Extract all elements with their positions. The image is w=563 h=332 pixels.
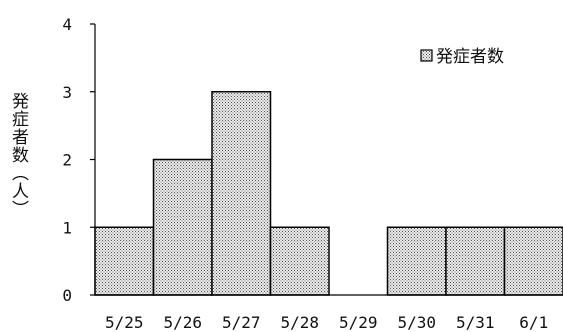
x-tick-label: 5/31	[456, 313, 495, 332]
bar-5-25	[94, 226, 155, 296]
x-tick-label: 5/27	[222, 313, 261, 332]
x-tick-label: 5/26	[163, 313, 202, 332]
x-tick-label: 5/28	[280, 313, 319, 332]
y-tick-label: 3	[62, 83, 72, 102]
y-tick-label: 4	[62, 15, 72, 34]
y-tick-label: 0	[62, 286, 72, 305]
y-ticks-group: 0 1 2 3 4	[62, 15, 95, 305]
x-tick-label: 5/30	[397, 313, 436, 332]
y-tick-label: 2	[62, 151, 72, 170]
bar-5-26	[152, 158, 213, 296]
x-tick-label: 5/25	[105, 313, 144, 332]
legend: 発症者数	[420, 47, 504, 67]
x-tick-label: 6/1	[519, 313, 548, 332]
bar-5-28	[269, 226, 330, 296]
bar-5-27	[211, 91, 272, 296]
y-axis-label: 発症者数（人）	[8, 92, 29, 218]
bar-6-1	[503, 226, 563, 296]
legend-swatch	[420, 49, 433, 62]
bars-group	[94, 91, 563, 296]
bar-5-30	[386, 226, 447, 296]
bar-5-31	[445, 226, 506, 296]
legend-label: 発症者数	[436, 47, 504, 67]
x-ticks-group: 5/25 5/26 5/27 5/28 5/29 5/30 5/31 6/1	[105, 313, 548, 332]
x-tick-label: 5/29	[339, 313, 378, 332]
y-tick-label: 1	[62, 218, 72, 237]
